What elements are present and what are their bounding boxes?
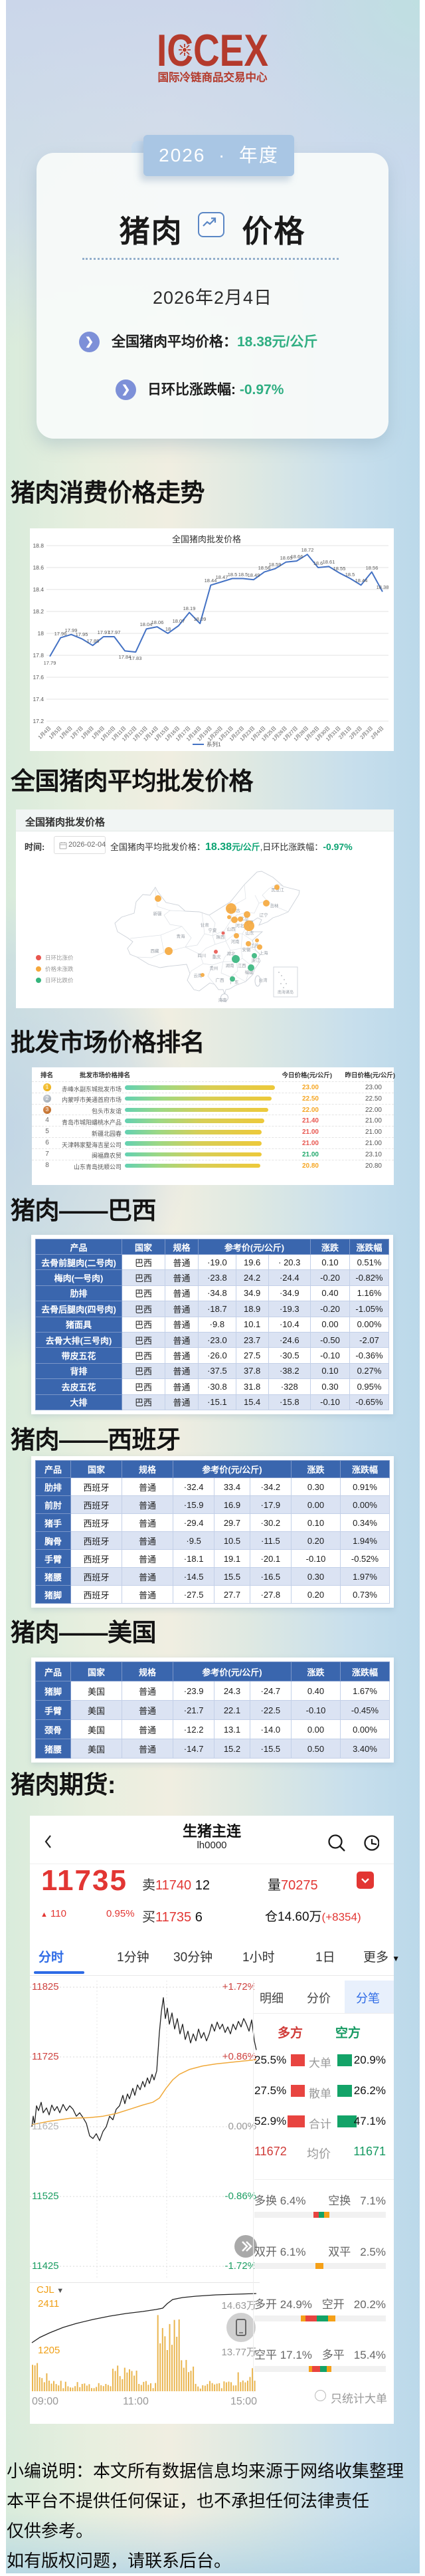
svg-text:新疆: 新疆 bbox=[153, 911, 163, 916]
svg-text:南海诸岛: 南海诸岛 bbox=[278, 990, 294, 995]
svg-text:18.59: 18.59 bbox=[269, 562, 282, 568]
svg-text:18.65: 18.65 bbox=[280, 555, 293, 561]
svg-text:贵州: 贵州 bbox=[210, 965, 218, 971]
svg-text:广东: 广东 bbox=[230, 979, 240, 985]
svg-text:18.5: 18.5 bbox=[238, 572, 248, 578]
svg-text:18.38: 18.38 bbox=[377, 584, 389, 590]
svg-text:18.49: 18.49 bbox=[248, 572, 260, 578]
svg-text:海南: 海南 bbox=[218, 997, 228, 1003]
svg-text:河北: 河北 bbox=[236, 923, 245, 928]
svg-text:河南: 河南 bbox=[231, 938, 240, 944]
svg-text:浙江: 浙江 bbox=[252, 957, 261, 963]
svg-text:18.72: 18.72 bbox=[301, 547, 314, 553]
svg-text:18.5: 18.5 bbox=[228, 572, 238, 578]
svg-text:山东: 山东 bbox=[246, 930, 255, 936]
svg-text:18.4: 18.4 bbox=[33, 586, 44, 593]
svg-text:17.96: 17.96 bbox=[54, 631, 67, 637]
svg-text:18.44: 18.44 bbox=[205, 578, 217, 584]
svg-text:18.44: 18.44 bbox=[355, 578, 368, 584]
svg-text:陕西: 陕西 bbox=[216, 934, 226, 940]
svg-text:系列1: 系列1 bbox=[207, 741, 221, 748]
svg-text:日环比涨价: 日环比涨价 bbox=[45, 954, 74, 961]
svg-text:18.19: 18.19 bbox=[183, 605, 196, 611]
svg-text:17.79: 17.79 bbox=[44, 660, 56, 666]
svg-text:17.95: 17.95 bbox=[76, 631, 88, 637]
svg-text:ICCEX: ICCEX bbox=[157, 25, 268, 76]
svg-text:17.97: 17.97 bbox=[98, 629, 110, 635]
svg-text:甘肃: 甘肃 bbox=[201, 922, 210, 928]
svg-text:台湾: 台湾 bbox=[259, 977, 268, 983]
svg-text:18.5: 18.5 bbox=[345, 572, 355, 578]
svg-text:18.07: 18.07 bbox=[173, 618, 185, 624]
svg-text:国际冷链商品交易中心: 国际冷链商品交易中心 bbox=[158, 70, 268, 84]
svg-text:18.56: 18.56 bbox=[258, 565, 271, 571]
svg-text:重庆: 重庆 bbox=[212, 954, 222, 960]
svg-text:17.8: 17.8 bbox=[33, 652, 44, 659]
svg-text:18.56: 18.56 bbox=[366, 565, 379, 571]
svg-text:宁夏: 宁夏 bbox=[209, 927, 218, 933]
svg-text:17.83: 17.83 bbox=[129, 655, 142, 661]
svg-text:17.2: 17.2 bbox=[33, 718, 44, 724]
svg-text:福建: 福建 bbox=[245, 969, 254, 975]
svg-text:17.4: 17.4 bbox=[33, 696, 44, 702]
svg-text:18.61: 18.61 bbox=[323, 559, 335, 565]
svg-text:山西: 山西 bbox=[227, 926, 236, 932]
svg-text:18.6: 18.6 bbox=[33, 564, 44, 571]
svg-text:湖南: 湖南 bbox=[226, 962, 235, 968]
svg-text:18: 18 bbox=[165, 626, 171, 632]
svg-text:江西: 江西 bbox=[238, 963, 247, 968]
svg-text:广西: 广西 bbox=[216, 977, 225, 983]
svg-text:18.66: 18.66 bbox=[291, 554, 303, 560]
svg-text:18.06: 18.06 bbox=[151, 619, 164, 625]
svg-text:价格未涨跌: 价格未涨跌 bbox=[45, 966, 74, 972]
svg-text:17.89: 17.89 bbox=[87, 638, 100, 644]
svg-text:17.84: 17.84 bbox=[119, 654, 131, 660]
svg-text:全国猪肉批发价格: 全国猪肉批发价格 bbox=[172, 534, 241, 544]
svg-text:云南: 云南 bbox=[194, 972, 203, 978]
svg-text:日环比跌价: 日环比跌价 bbox=[45, 977, 74, 984]
svg-text:18.2: 18.2 bbox=[33, 608, 44, 615]
svg-text:18.47: 18.47 bbox=[216, 574, 228, 580]
svg-text:18.55: 18.55 bbox=[333, 566, 346, 572]
svg-text:18: 18 bbox=[38, 630, 44, 637]
svg-text:辽宁: 辽宁 bbox=[260, 912, 269, 918]
svg-text:西藏: 西藏 bbox=[151, 948, 160, 954]
svg-text:18.8: 18.8 bbox=[33, 542, 44, 549]
svg-text:18.6: 18.6 bbox=[313, 560, 323, 566]
svg-text:四川: 四川 bbox=[198, 953, 207, 958]
svg-text:北京: 北京 bbox=[240, 915, 250, 921]
svg-text:湖北: 湖北 bbox=[227, 950, 236, 956]
svg-text:上海: 上海 bbox=[260, 950, 269, 956]
svg-text:18.04: 18.04 bbox=[140, 621, 153, 627]
svg-text:18.09: 18.09 bbox=[194, 616, 207, 622]
svg-text:江苏: 江苏 bbox=[250, 942, 260, 948]
svg-text:青海: 青海 bbox=[177, 933, 186, 939]
svg-text:17.97: 17.97 bbox=[108, 629, 121, 635]
svg-text:安徽: 安徽 bbox=[242, 946, 252, 952]
svg-text:17.99: 17.99 bbox=[65, 627, 78, 633]
svg-text:吉林: 吉林 bbox=[270, 903, 280, 909]
svg-text:17.6: 17.6 bbox=[33, 674, 44, 681]
